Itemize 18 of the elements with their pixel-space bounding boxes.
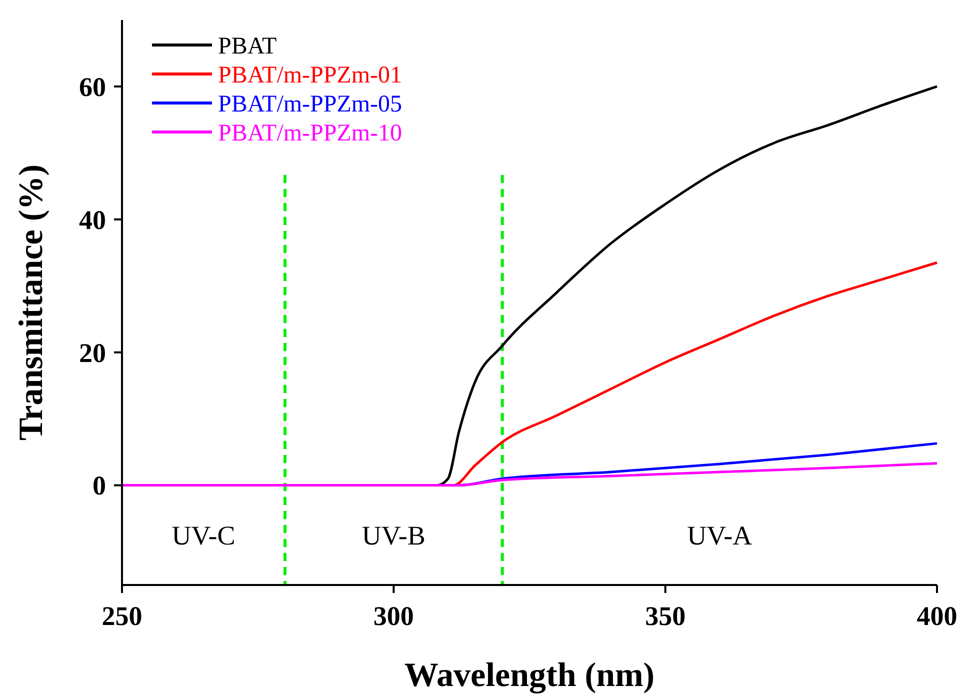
annotation: UV-A <box>687 520 753 550</box>
y-tick-label: 0 <box>92 470 106 501</box>
y-tick-label: 60 <box>79 72 106 102</box>
annotation: UV-B <box>362 520 426 550</box>
annotation: UV-C <box>172 520 236 550</box>
y-axis-title: Transmittance (%) <box>13 164 50 441</box>
y-tick-label: 40 <box>79 204 106 235</box>
x-tick-label: 250 <box>102 601 142 631</box>
line-series <box>120 462 938 487</box>
legend-label: PBAT <box>218 33 278 60</box>
x-tick-label: 350 <box>645 601 686 631</box>
legend-label: PBAT/m-PPZm-05 <box>218 91 402 118</box>
legend-label: PBAT/m-PPZm-01 <box>218 62 402 88</box>
x-axis-title: Wavelength (nm) <box>404 657 655 694</box>
legend-label: PBAT/m-PPZm-10 <box>218 120 402 146</box>
x-tick-label: 400 <box>916 601 958 631</box>
y-tick-label: 20 <box>79 338 106 368</box>
x-tick-label: 300 <box>373 601 414 631</box>
